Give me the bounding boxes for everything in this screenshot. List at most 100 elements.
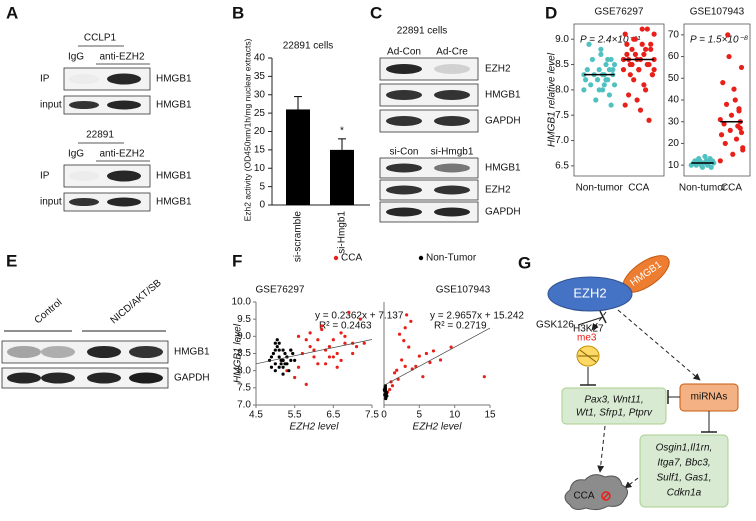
data-point: [726, 53, 732, 60]
panel-label: G: [518, 253, 531, 272]
x-axis-label: EZH2 level: [413, 422, 463, 433]
data-point: [620, 67, 627, 73]
band: [386, 64, 422, 74]
data-point: [417, 354, 421, 358]
band: [129, 372, 163, 384]
x-tick-label: Non-tumor: [679, 183, 727, 194]
data-point: [283, 362, 287, 366]
p-value: P = 1.5×10⁻⁸: [690, 35, 748, 46]
data-point: [731, 86, 737, 92]
y-tick-label: 6.5: [555, 161, 569, 172]
y-axis-label: HMGB1 relative level: [547, 52, 558, 147]
group-label: Control: [33, 297, 65, 326]
data-point: [335, 351, 339, 356]
data-point: [601, 82, 607, 88]
legend-swatch: [418, 255, 424, 261]
band: [107, 170, 141, 182]
no-sign: [601, 491, 611, 501]
y-tick-label: 7.0: [237, 400, 251, 411]
p-value: P = 2.4×10⁻¹¹: [580, 35, 641, 46]
data-point: [608, 102, 614, 108]
data-point: [383, 389, 387, 393]
arrow: [597, 425, 606, 473]
data-point: [651, 31, 657, 37]
y-tick-label: 8.0: [237, 365, 251, 376]
data-point: [624, 51, 630, 58]
data-point: [384, 396, 388, 401]
data-point: [603, 61, 609, 68]
outcome-label: CCA: [573, 491, 594, 502]
data-point: [738, 64, 745, 71]
band: [69, 74, 99, 84]
data-point: [320, 327, 324, 332]
data-point: [277, 348, 281, 352]
data-point: [308, 331, 312, 335]
protein-label: HMGB1: [174, 347, 210, 358]
data-point: [634, 97, 640, 103]
data-point: [732, 97, 738, 103]
y-tick-label: 7.5: [237, 382, 251, 393]
data-point: [384, 391, 388, 396]
protein-label: GAPDH: [485, 116, 521, 127]
data-point: [643, 87, 649, 93]
data-point: [637, 107, 644, 113]
band: [434, 207, 470, 217]
data-point: [283, 351, 287, 356]
cloud: [564, 474, 628, 511]
y-axis-label: HMGB1 level: [233, 323, 244, 383]
data-point: [327, 345, 332, 349]
data-point: [730, 151, 736, 157]
data-point: [397, 332, 402, 336]
data-point: [644, 26, 650, 32]
fit-line: [255, 339, 373, 365]
data-point: [407, 345, 411, 349]
band: [87, 345, 121, 359]
y-tick-label: 70: [668, 29, 680, 40]
data-point: [596, 87, 602, 93]
data-point: [651, 67, 657, 73]
data-point: [293, 358, 297, 362]
x-tick-label: 0: [381, 410, 387, 421]
y-tick-label: 8.5: [555, 59, 569, 70]
band: [386, 185, 422, 195]
data-point: [718, 132, 725, 138]
cell-line: 22891 cells: [397, 26, 448, 37]
panel-label: A: [6, 3, 18, 22]
x-tick-label: CCA: [721, 183, 742, 194]
band: [386, 163, 422, 173]
data-point: [269, 355, 274, 359]
protein-label: HMGB1: [156, 197, 192, 208]
lane-label: anti-EZH2: [99, 149, 144, 160]
panel-label: B: [232, 3, 244, 22]
data-point: [727, 127, 733, 133]
data-point: [424, 351, 428, 356]
fit-line: [383, 327, 491, 386]
y-tick-label: 40: [668, 95, 680, 106]
data-point: [304, 382, 308, 386]
band: [41, 345, 75, 359]
data-point: [639, 41, 645, 47]
protein-label: GAPDH: [485, 207, 521, 218]
y-tick-label: 30: [254, 89, 266, 100]
fit-equation: y = 0.2362x + 7.137: [315, 311, 404, 322]
blot-frame: [1, 367, 169, 389]
y-tick-label: 8.0: [555, 85, 569, 96]
data-point: [388, 387, 392, 392]
data-point: [611, 82, 618, 88]
panel-label: F: [232, 251, 242, 270]
data-point: [586, 41, 592, 47]
data-point: [354, 345, 359, 349]
target-gene: Itga7, Bbc3,: [657, 458, 710, 469]
data-point: [598, 51, 604, 58]
chart-title: GSE76297: [595, 7, 644, 18]
data-point: [269, 365, 274, 369]
data-point: [405, 313, 409, 317]
data-point: [584, 67, 590, 73]
band: [129, 345, 163, 359]
data-point: [385, 394, 389, 398]
y-tick-label: 7.5: [555, 110, 569, 121]
band: [434, 64, 470, 74]
x-tick-label: si-scramble: [293, 211, 304, 263]
blot-frame: [379, 157, 479, 179]
